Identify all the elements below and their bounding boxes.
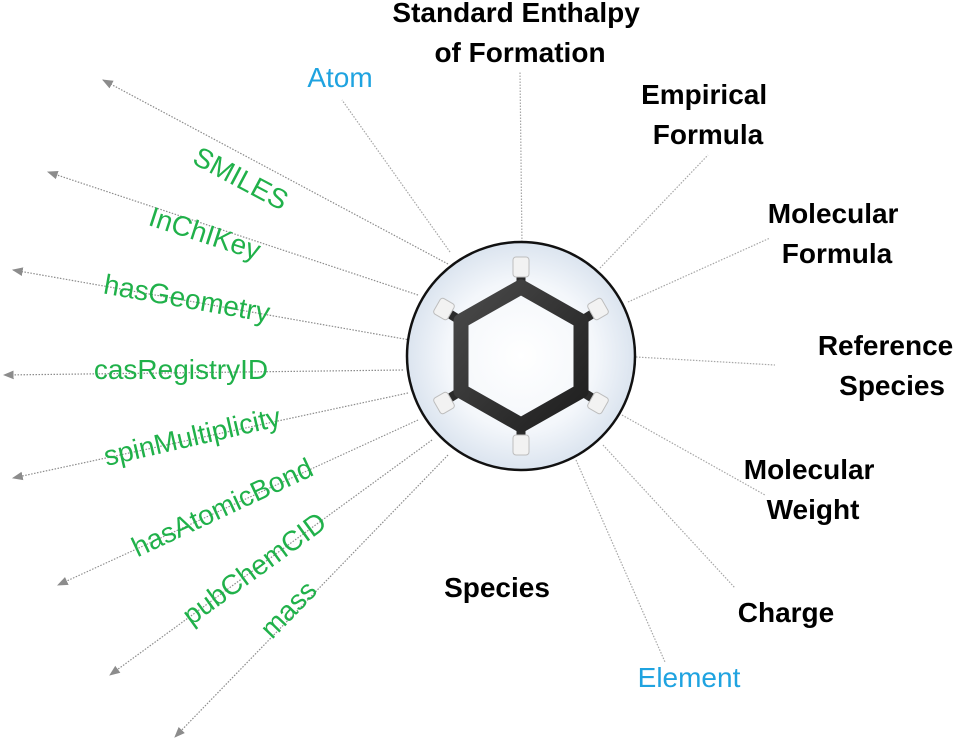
property-molecular-formula-line-1: Molecular: [768, 198, 899, 229]
property-standard-enthalpy[interactable]: Standard Enthalpy of Formation: [392, 0, 647, 68]
connector-element: [575, 459, 666, 663]
connector-atom: [341, 99, 451, 253]
property-molecular-formula-line-2: Formula: [782, 238, 893, 269]
species-node[interactable]: [405, 240, 637, 472]
property-reference-species-line-2: Species: [839, 370, 945, 401]
species-disc: [405, 240, 637, 472]
arrow-smiles: [102, 79, 449, 265]
connector-reference-species: [635, 356, 776, 366]
property-reference-species[interactable]: Reference Species: [818, 330, 961, 401]
connector-standard-enthalpy: [519, 71, 523, 246]
data-property-casregistryid[interactable]: casRegistryID: [94, 354, 268, 385]
property-molecular-weight-line-2: Weight: [767, 494, 860, 525]
property-standard-enthalpy-line-1: Standard Enthalpy: [392, 0, 640, 28]
data-property-arrows: [2, 79, 449, 738]
arrow-inchikey: [46, 170, 419, 296]
linked-class-atom[interactable]: Atom: [307, 62, 372, 93]
data-property-smiles[interactable]: SMILES: [188, 141, 293, 217]
property-connectors: [341, 71, 776, 663]
data-property-labels: SMILES InChIKey hasGeometry casRegistryI…: [94, 141, 332, 645]
property-standard-enthalpy-line-2: of Formation: [434, 37, 605, 68]
arrow-hasgeometry: [11, 267, 411, 341]
arrow-spinmultiplicity: [11, 392, 409, 481]
arrow-hasatomicbond: [57, 419, 419, 586]
benzene-molecule-icon: [433, 256, 609, 456]
center-class-label: Species: [444, 572, 550, 603]
arrow-mass: [174, 454, 449, 738]
property-molecular-weight-line-1: Molecular: [744, 454, 875, 485]
property-labels: Standard Enthalpy of Formation Empirical…: [392, 0, 961, 628]
data-property-inchikey[interactable]: InChIKey: [145, 201, 264, 266]
arrow-casregistryid: [2, 369, 404, 380]
arrow-pubchemcid: [109, 439, 433, 676]
connector-charge: [602, 444, 736, 589]
property-reference-species-line-1: Reference: [818, 330, 953, 361]
property-molecular-formula[interactable]: Molecular Formula: [768, 198, 906, 269]
data-property-hasgeometry[interactable]: hasGeometry: [101, 269, 272, 329]
connector-molecular-formula: [627, 237, 771, 303]
linked-class-element[interactable]: Element: [638, 662, 741, 693]
property-empirical-formula[interactable]: Empirical Formula: [641, 79, 775, 150]
property-charge-line-1: Charge: [738, 597, 834, 628]
connector-empirical-formula: [599, 154, 709, 269]
property-charge[interactable]: Charge: [738, 597, 834, 628]
linked-class-labels: Atom Element: [307, 62, 740, 693]
property-molecular-weight[interactable]: Molecular Weight: [744, 454, 882, 525]
connector-molecular-weight: [621, 414, 766, 496]
property-empirical-formula-line-2: Formula: [653, 119, 764, 150]
property-empirical-formula-line-1: Empirical: [641, 79, 767, 110]
data-property-mass[interactable]: mass: [254, 575, 323, 645]
data-property-spinmultiplicity[interactable]: spinMultiplicity: [101, 401, 284, 472]
